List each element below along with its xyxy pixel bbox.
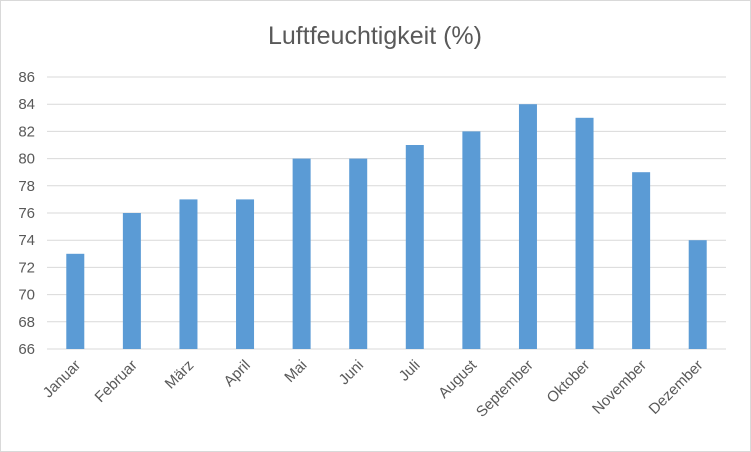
- bars: [66, 104, 707, 349]
- bar-märz: [179, 199, 198, 349]
- y-tick-label: 76: [18, 205, 35, 222]
- bar-januar: [66, 253, 85, 349]
- bar-februar: [122, 213, 141, 349]
- bar-september: [518, 104, 537, 349]
- bar-august: [462, 131, 481, 349]
- y-tick-label: 82: [18, 123, 35, 140]
- bar-mai: [292, 158, 311, 349]
- x-tick-label-juli: Juli: [396, 357, 424, 385]
- x-tick-label-april: April: [221, 357, 254, 390]
- y-tick-label: 70: [18, 287, 35, 304]
- x-tick-label-juni: Juni: [336, 357, 367, 388]
- bar-oktober: [575, 117, 594, 349]
- y-tick-label: 86: [18, 69, 35, 86]
- bar-dezember: [688, 240, 707, 349]
- x-axis-ticks: Januar Februar März April Mai Juni Juli AugustS…: [40, 356, 707, 420]
- x-tick-label-november: November: [589, 357, 650, 418]
- y-tick-label: 84: [18, 96, 35, 113]
- bar-april: [236, 199, 255, 349]
- x-tick-label-august: August: [435, 356, 481, 402]
- x-tick-label-mai: Mai: [281, 357, 310, 386]
- x-tick-label-dezember: Dezember: [646, 357, 707, 418]
- x-tick-label-januar: Januar: [40, 357, 84, 401]
- y-tick-label: 68: [18, 314, 35, 331]
- x-tick-label-februar: Februar: [92, 357, 141, 406]
- bar-november: [632, 172, 651, 349]
- y-tick-label: 80: [18, 151, 35, 168]
- bar-juni: [349, 158, 368, 349]
- x-tick-label-oktober: Oktober: [544, 357, 594, 407]
- y-tick-label: 66: [18, 341, 35, 358]
- x-tick-label-september: September: [473, 357, 537, 421]
- y-tick-label: 78: [18, 178, 35, 195]
- y-tick-label: 72: [18, 259, 35, 276]
- chart-title: Luftfeuchtigkeit (%): [268, 22, 482, 50]
- gridlines: [47, 76, 726, 350]
- x-tick-label-märz: März: [162, 357, 198, 393]
- bar-juli: [405, 145, 424, 349]
- y-tick-label: 74: [18, 232, 35, 249]
- y-axis-ticks: 66 68 70 72 74 76 78 80 82 84 86: [18, 69, 35, 358]
